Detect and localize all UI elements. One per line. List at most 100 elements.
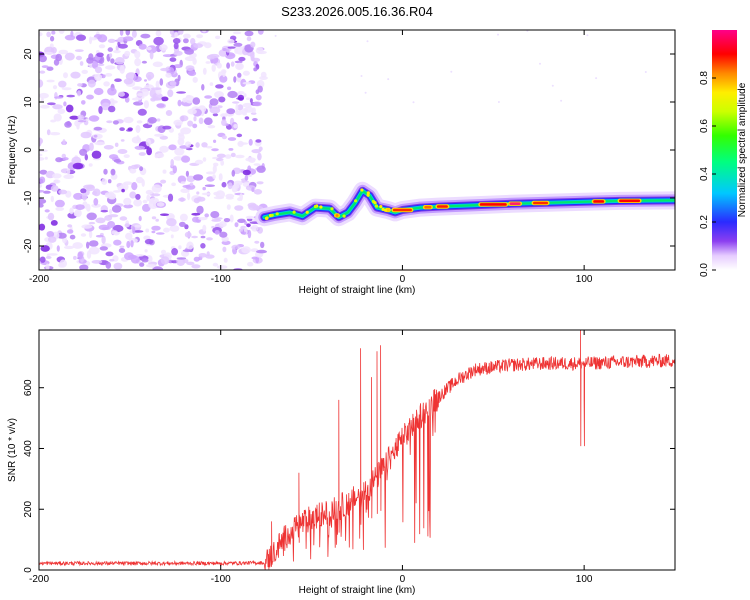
noise-speck [539, 62, 541, 65]
noise-blob [43, 190, 51, 194]
noise-blob [134, 145, 146, 150]
noise-blob [58, 30, 65, 34]
noise-blob [257, 226, 263, 234]
noise-blob [193, 256, 200, 262]
noise-blob [184, 231, 192, 238]
noise-blob [192, 216, 200, 223]
noise-blob [73, 192, 84, 200]
noise-blob [106, 120, 113, 124]
noise-speck [450, 70, 453, 73]
noise-blob [169, 214, 175, 218]
noise-blob [247, 229, 252, 239]
noise-blob [133, 198, 143, 207]
noise-blob [75, 204, 85, 211]
noise-blob [123, 78, 134, 85]
noise-blob [234, 47, 239, 54]
noise-blob [39, 70, 46, 74]
noise-blob [107, 47, 114, 52]
noise-blob [39, 203, 44, 208]
noise-blob [234, 205, 244, 211]
noise-blob [162, 169, 167, 174]
noise-blob [213, 162, 219, 167]
noise-blob [97, 63, 105, 67]
spectrogram-y-tick-label: 20 [23, 48, 34, 60]
snr-x-tick-label: -200 [29, 574, 49, 585]
noise-blob [83, 184, 95, 189]
noise-blob [82, 192, 87, 201]
signal-sparkle [379, 205, 383, 209]
noise-blob [52, 104, 63, 110]
noise-blob [49, 132, 61, 136]
noise-blob [92, 191, 97, 196]
snr-x-tick-label: -100 [211, 574, 231, 585]
noise-blob [137, 108, 147, 116]
noise-blob [86, 241, 90, 249]
noise-blob [244, 116, 250, 120]
noise-blob [88, 221, 96, 225]
noise-blob [227, 137, 237, 141]
noise-blob [109, 98, 115, 102]
spectrogram-frame [38, 29, 676, 271]
noise-blob [109, 154, 119, 160]
spectrogram-x-tick-label: -200 [29, 274, 49, 285]
noise-blob [86, 250, 92, 259]
noise-blob [156, 103, 165, 108]
noise-blob [95, 217, 106, 224]
noise-blob [218, 96, 226, 103]
noise-blob [39, 55, 47, 63]
noise-blob [64, 121, 72, 128]
noise-blob [80, 233, 87, 237]
noise-blob [138, 152, 146, 156]
noise-blob [242, 70, 250, 76]
noise-blob [75, 55, 82, 61]
noise-blob [81, 69, 88, 74]
noise-blob [205, 145, 213, 149]
noise-speck [551, 84, 554, 87]
noise-blob [196, 34, 204, 39]
noise-blob [94, 66, 103, 74]
noise-blob [140, 33, 151, 39]
noise-blob [77, 83, 83, 87]
noise-blob [103, 168, 108, 175]
noise-blob [40, 97, 44, 103]
noise-blob [237, 218, 246, 223]
signal-sparkle [366, 191, 370, 195]
noise-blob [62, 139, 66, 146]
noise-blob [171, 248, 179, 256]
noise-blob [112, 120, 119, 125]
spectrogram-x-label: Height of straight line (km) [299, 285, 416, 296]
noise-blob [115, 57, 125, 65]
noise-blob [58, 80, 67, 88]
noise-blob [209, 106, 221, 114]
noise-blob [109, 258, 115, 262]
noise-blob [66, 168, 71, 175]
noise-blob [81, 100, 86, 105]
noise-blob [232, 101, 240, 104]
spectrogram-signal-track [255, 181, 675, 227]
noise-blob [191, 264, 201, 269]
snr-y-label: SNR (10 * v/v) [7, 418, 18, 482]
noise-blob [44, 156, 48, 160]
noise-blob [48, 253, 58, 256]
noise-blob [150, 97, 157, 102]
noise-blob [39, 223, 46, 231]
noise-blob [205, 254, 215, 259]
noise-blob [117, 43, 128, 49]
signal-hot-core [386, 208, 390, 212]
noise-blob [186, 94, 192, 99]
noise-blob [236, 62, 243, 70]
noise-blob [196, 205, 204, 215]
noise-blob [130, 240, 134, 248]
noise-blob [255, 47, 264, 54]
noise-blob [225, 193, 235, 199]
noise-blob [105, 65, 116, 70]
noise-blob [150, 87, 162, 91]
noise-blob [39, 169, 48, 175]
noise-blob [80, 131, 92, 139]
colorbar-label: Normalized spectral amplitude [737, 82, 748, 217]
noise-blob [86, 212, 97, 221]
noise-blob [39, 92, 49, 99]
noise-blob [88, 240, 99, 247]
noise-blob [141, 258, 149, 263]
noise-blob [191, 235, 199, 239]
